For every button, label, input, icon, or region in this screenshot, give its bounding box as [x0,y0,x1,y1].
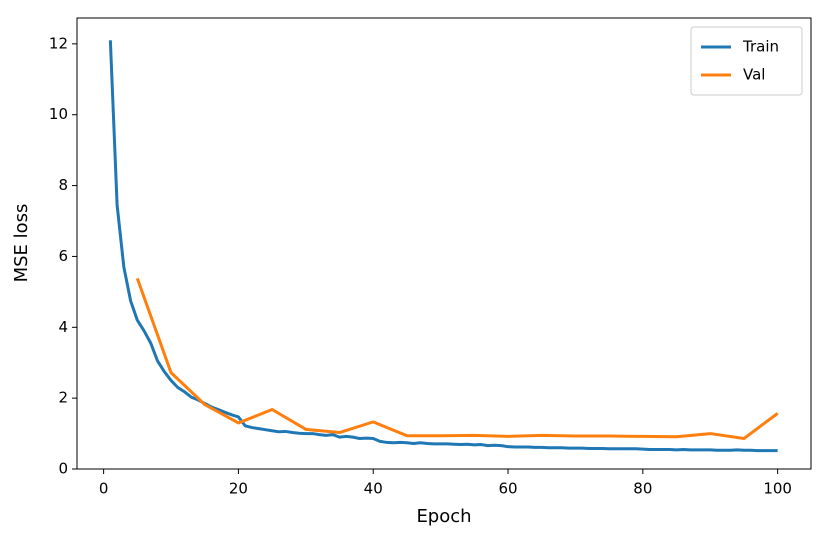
y-axis-label: MSE loss [11,204,32,283]
legend-label: Val [743,66,765,84]
y-tick-label: 12 [49,34,68,52]
x-tick-label: 20 [229,480,248,498]
legend-box [690,26,803,96]
legend-label: Train [742,38,779,56]
series-line [135,277,779,441]
y-tick-label: 2 [58,389,68,407]
y-tick-label: 4 [58,318,68,336]
x-tick-label: 80 [633,480,652,498]
series-line [108,40,778,453]
x-tick-label: 100 [763,480,792,498]
x-tick-label: 60 [498,480,517,498]
y-tick-label: 8 [58,176,68,194]
x-tick-label: 0 [99,480,109,498]
plot-frame [76,17,812,470]
x-tick-label: 40 [364,480,383,498]
y-tick-label: 10 [49,105,68,123]
y-tick-label: 6 [58,247,68,265]
x-axis-label: Epoch [416,506,471,527]
y-tick-label: 0 [58,460,68,478]
